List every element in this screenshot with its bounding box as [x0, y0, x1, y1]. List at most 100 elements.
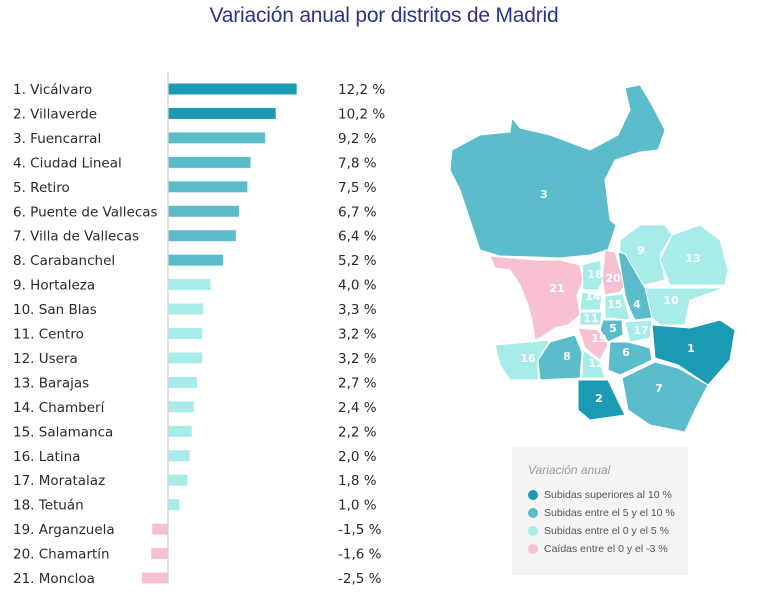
legend-label: Subidas superiores al 10 %	[544, 489, 672, 501]
bar-chart: 1. Vicálvaro 12,2 % 2. Villaverde 10,2 % 3. …	[13, 72, 385, 587]
map-district-10	[644, 287, 726, 326]
map-district-label: 3	[540, 188, 548, 201]
category-label: 15. Salamanca	[13, 424, 113, 440]
category-label: 1. Vicálvaro	[13, 82, 92, 98]
legend-swatch-high	[528, 490, 538, 500]
bar	[168, 425, 192, 437]
legend-swatch-neg	[528, 544, 538, 554]
value-label: 6,7 %	[338, 204, 377, 220]
bar	[168, 230, 236, 242]
map-district-label: 11	[583, 312, 598, 325]
bar	[168, 156, 251, 168]
map-district-14	[579, 291, 603, 311]
bar	[168, 303, 204, 315]
category-label: 9. Hortaleza	[13, 278, 95, 294]
bar	[168, 83, 297, 95]
map-district-label: 6	[622, 346, 630, 359]
value-label: -1,6 %	[338, 547, 382, 563]
category-label: 5. Retiro	[13, 180, 70, 196]
bar	[168, 254, 224, 266]
map-district-label: 4	[633, 298, 641, 311]
bar	[168, 279, 211, 291]
chart-title: Variación anual por distritos de Madrid	[209, 4, 559, 27]
value-label: 1,0 %	[338, 498, 377, 514]
legend-swatch-low	[528, 526, 538, 536]
map-district-13	[659, 224, 729, 286]
value-label: 5,2 %	[338, 253, 377, 269]
value-label: 1,8 %	[338, 473, 377, 489]
category-label: 4. Ciudad Lineal	[13, 155, 122, 171]
value-label: 2,7 %	[338, 375, 377, 391]
value-label: 12,2 %	[338, 82, 385, 98]
bar	[168, 450, 190, 462]
value-label: 2,4 %	[338, 400, 377, 416]
map-district-16	[494, 339, 551, 381]
category-label: 12. Usera	[13, 351, 78, 367]
bar	[168, 401, 194, 413]
value-label: 7,5 %	[338, 180, 377, 196]
bar	[168, 376, 197, 388]
map-district-label: 21	[549, 282, 564, 295]
bar	[168, 328, 203, 339]
category-label: 11. Centro	[13, 327, 84, 343]
map-district-7	[621, 361, 709, 433]
map-district-19	[577, 327, 609, 361]
value-label: 10,2 %	[338, 106, 385, 122]
value-label: 3,2 %	[338, 327, 377, 343]
map-district-5	[599, 319, 624, 343]
map-district-20	[601, 249, 626, 296]
map-district-label: 12	[588, 357, 603, 370]
category-label: 16. Latina	[13, 449, 80, 465]
bar	[168, 499, 180, 511]
map-district-label: 19	[591, 332, 606, 345]
category-label: 18. Tetuán	[13, 498, 84, 514]
category-label: 2. Villaverde	[13, 106, 97, 122]
map-district-label: 1	[687, 342, 695, 355]
map-district-18	[581, 259, 604, 291]
value-label: 7,8 %	[338, 155, 377, 171]
map-district-label: 10	[663, 294, 679, 307]
category-label: 8. Carabanchel	[13, 253, 115, 269]
legend-label: Subidas entre el 0 y el 5 %	[544, 525, 669, 537]
value-label: 3,3 %	[338, 302, 377, 318]
legend-item-mid: Subidas entre el 5 y el 10 %	[528, 507, 675, 519]
value-label: 6,4 %	[338, 229, 377, 245]
map-district-12	[581, 349, 606, 379]
bar	[168, 107, 276, 119]
legend-title: Variación anual	[528, 463, 611, 477]
map-district-label: 2	[595, 392, 603, 405]
map-district-6	[607, 341, 653, 376]
map-district-label: 8	[563, 350, 571, 363]
map-district-21	[489, 255, 584, 341]
category-label: 14. Chamberí	[13, 400, 106, 416]
value-label: -2,5 %	[338, 571, 382, 587]
category-label: 20. Chamartín	[13, 547, 110, 563]
map-district-4	[617, 251, 653, 321]
legend-label: Subidas entre el 5 y el 10 %	[544, 507, 675, 519]
bar	[168, 352, 203, 364]
legend: Variación anual Subidas superiores al 10…	[512, 447, 688, 575]
legend-item-low: Subidas entre el 0 y el 5 %	[528, 525, 669, 537]
map-district-label: 16	[520, 352, 536, 365]
bar	[152, 523, 168, 535]
bar	[168, 181, 248, 193]
category-label: 13. Barajas	[13, 375, 89, 391]
value-label: 3,2 %	[338, 351, 377, 367]
bar	[168, 132, 266, 144]
map-district-11	[579, 311, 603, 326]
bar	[151, 548, 168, 560]
legend-swatch-mid	[528, 508, 538, 518]
map-district-15	[604, 293, 631, 321]
bar	[168, 474, 188, 486]
map-district-label: 20	[605, 272, 621, 285]
value-label: 2,0 %	[338, 449, 377, 465]
map-district-2	[577, 379, 626, 421]
map-district-label: 9	[637, 244, 645, 257]
category-label: 17. Moratalaz	[13, 473, 105, 489]
map-district-label: 18	[587, 268, 602, 281]
value-label: 2,2 %	[338, 424, 377, 440]
category-label: 6. Puente de Vallecas	[13, 204, 158, 220]
legend-item-neg: Caídas entre el 0 y el -3 %	[528, 543, 668, 555]
map-district-label: 13	[685, 252, 700, 265]
map-district-3	[449, 84, 666, 259]
